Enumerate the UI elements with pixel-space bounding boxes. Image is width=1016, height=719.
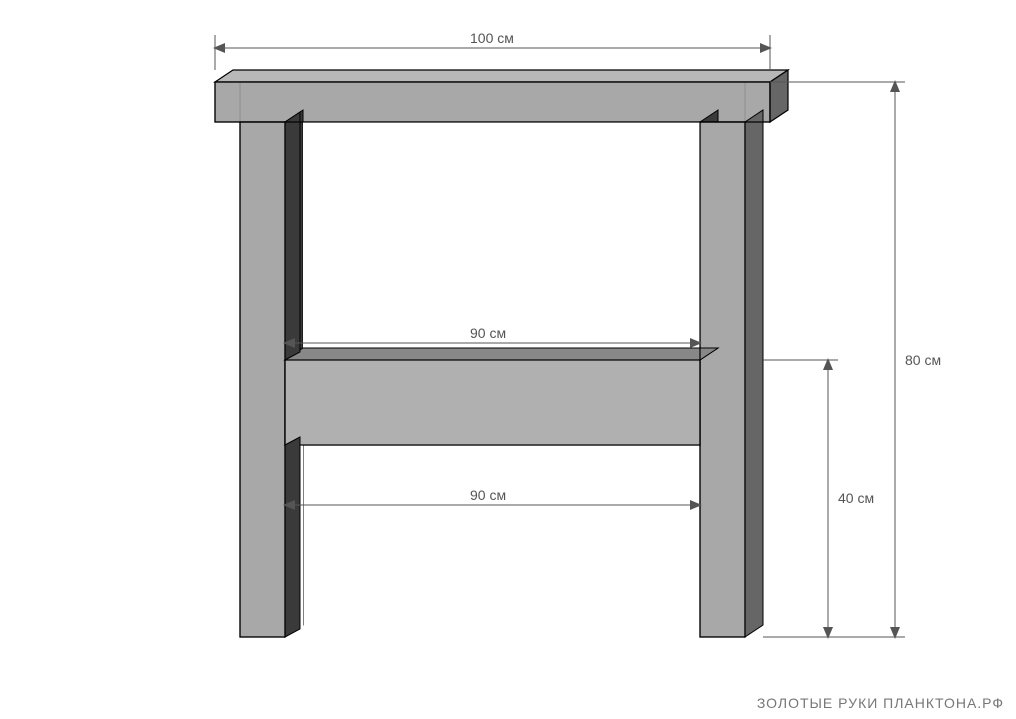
drawing-canvas (0, 0, 1016, 719)
left-leg-front (240, 122, 285, 637)
dim-label-inner-lower: 90 см (470, 487, 506, 503)
left-leg-inner-lower (285, 437, 300, 637)
top-face (215, 70, 788, 82)
right-leg-outer (745, 110, 763, 637)
watermark-text: ЗОЛОТЫЕ РУКИ ПЛАНКТОНА.РФ (757, 695, 1004, 711)
dim-label-inner-upper: 90 см (470, 325, 506, 341)
right-leg-front (700, 122, 745, 637)
dim-label-height-40: 40 см (838, 490, 874, 506)
left-leg-inner-upper (285, 112, 300, 360)
dim-label-height-80: 80 см (905, 352, 941, 368)
dim-label-top: 100 см (470, 30, 514, 46)
dim-right-extensions (763, 82, 905, 637)
